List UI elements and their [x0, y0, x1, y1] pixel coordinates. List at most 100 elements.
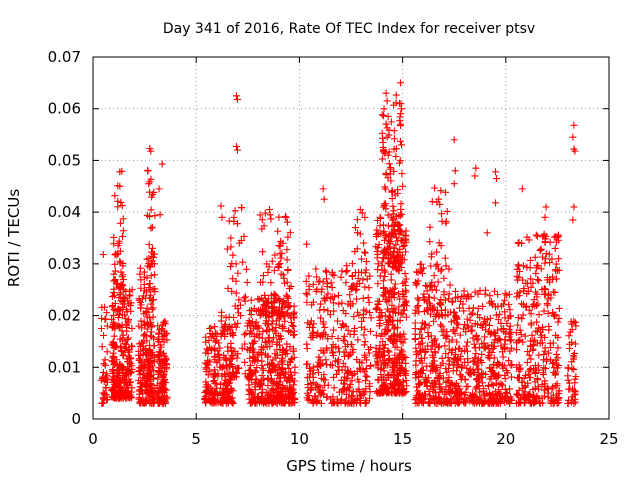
data-point [551, 370, 559, 378]
data-point [309, 280, 317, 288]
data-point [273, 377, 281, 385]
data-point [569, 133, 577, 141]
data-point [281, 213, 289, 221]
data-point [395, 303, 403, 311]
data-point [237, 237, 245, 245]
data-point [396, 159, 404, 167]
data-point [317, 288, 325, 296]
data-point [390, 207, 398, 215]
data-point [425, 293, 433, 301]
data-point [279, 392, 287, 400]
data-point [518, 185, 526, 193]
data-point [539, 369, 547, 377]
data-point [141, 321, 149, 329]
data-point [372, 352, 380, 360]
data-point [447, 318, 455, 326]
data-point [396, 248, 404, 256]
data-point [461, 394, 469, 402]
data-point [225, 217, 233, 225]
data-point [388, 195, 396, 203]
data-point [568, 338, 576, 346]
data-point [223, 357, 231, 365]
data-point [148, 244, 156, 252]
data-point [327, 279, 335, 287]
data-point [116, 323, 124, 331]
data-point [504, 314, 512, 322]
data-point [279, 271, 287, 279]
data-point [494, 326, 502, 334]
data-point [266, 211, 274, 219]
data-point [264, 360, 272, 368]
data-point [136, 383, 144, 391]
data-point [117, 198, 125, 206]
data-point [363, 275, 371, 283]
data-point [140, 268, 148, 276]
data-point [534, 262, 542, 270]
data-point [365, 298, 373, 306]
data-point [227, 347, 235, 355]
data-point [256, 311, 264, 319]
data-point [402, 377, 410, 385]
data-point [275, 213, 283, 221]
data-point [340, 332, 348, 340]
data-point [227, 243, 235, 251]
data-point [334, 334, 342, 342]
data-point [330, 373, 338, 381]
data-point [338, 267, 346, 275]
data-point [328, 332, 336, 340]
data-point [121, 300, 129, 308]
data-point [341, 380, 349, 388]
data-point [270, 363, 278, 371]
data-point [489, 369, 497, 377]
data-point [264, 268, 272, 276]
data-point [103, 370, 111, 378]
data-point [355, 311, 363, 319]
data-point [116, 247, 124, 255]
data-point [497, 395, 505, 403]
data-point [391, 388, 399, 396]
data-point [233, 354, 241, 362]
data-point [519, 311, 527, 319]
data-point [110, 277, 118, 285]
data-point [283, 246, 291, 254]
data-point [320, 390, 328, 398]
data-point [414, 301, 422, 309]
data-point [111, 300, 119, 308]
data-point [530, 391, 538, 399]
data-point [114, 369, 122, 377]
data-point [518, 300, 526, 308]
data-point [222, 361, 230, 369]
data-point [472, 361, 480, 369]
data-point [157, 396, 165, 404]
data-point [501, 386, 509, 394]
data-point [207, 324, 215, 332]
data-point [322, 331, 330, 339]
data-point [247, 399, 255, 407]
data-point [155, 330, 163, 338]
data-point [453, 338, 461, 346]
data-point [385, 355, 393, 363]
data-point [353, 387, 361, 395]
data-point [317, 300, 325, 308]
data-point [342, 390, 350, 398]
data-point [379, 229, 387, 237]
x-tick-label: 10 [290, 430, 309, 448]
data-point [248, 391, 256, 399]
data-point [232, 323, 240, 331]
data-point [385, 290, 393, 298]
data-point [376, 316, 384, 324]
data-point [261, 294, 269, 302]
data-point [456, 344, 464, 352]
data-point [229, 387, 237, 395]
data-point [221, 386, 229, 394]
data-point [147, 206, 155, 214]
data-point [387, 177, 395, 185]
data-point [481, 290, 489, 298]
data-point [431, 389, 439, 397]
data-point [534, 376, 542, 384]
data-point [221, 373, 229, 381]
data-point [358, 255, 366, 263]
data-point [400, 241, 408, 249]
data-point [308, 332, 316, 340]
data-point [256, 211, 264, 219]
